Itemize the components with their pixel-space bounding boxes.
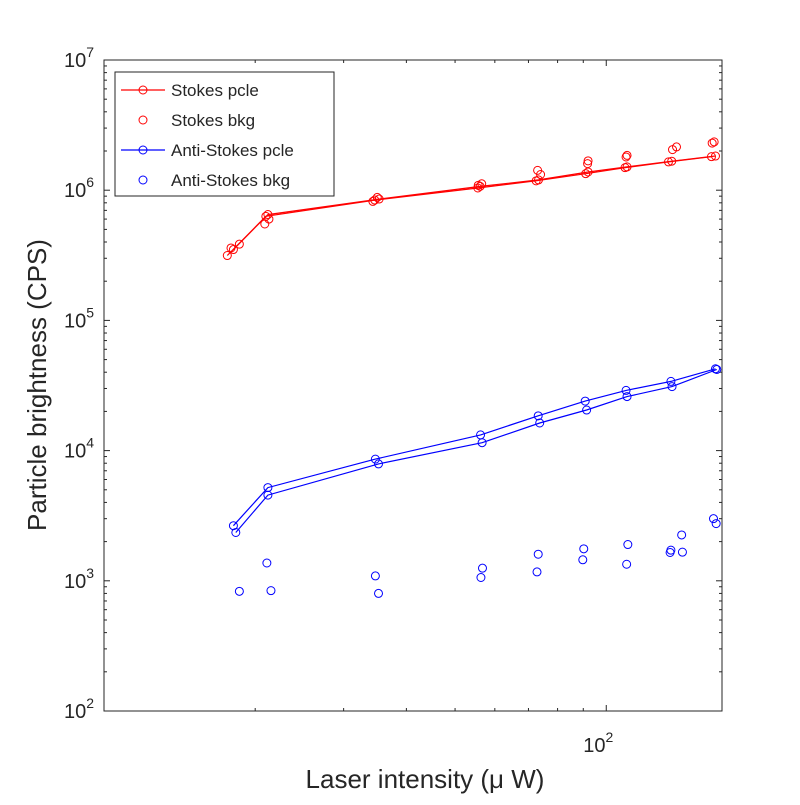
x-axis-label: Laser intensity (μ W)	[306, 764, 545, 794]
y-tick-label: 104	[64, 435, 94, 463]
data-point	[580, 396, 590, 406]
data-point	[622, 150, 632, 160]
data-point	[370, 571, 380, 581]
legend-marker	[138, 85, 148, 95]
series-anti-stokes-pcle	[228, 364, 722, 537]
data-point	[667, 382, 677, 392]
data-point	[667, 156, 677, 166]
data-point	[534, 175, 544, 185]
legend-marker	[138, 175, 148, 185]
data-point	[234, 239, 244, 249]
legend-box	[114, 71, 335, 197]
data-point	[579, 544, 589, 554]
data-marks	[222, 137, 722, 598]
data-point	[228, 245, 238, 255]
legend-label: Anti-Stokes bkg	[171, 171, 290, 190]
y-tick-label: 102	[64, 695, 94, 723]
data-point	[263, 490, 273, 500]
data-point	[477, 438, 487, 448]
data-point	[621, 152, 631, 162]
data-point	[622, 392, 632, 402]
data-point	[234, 586, 244, 596]
series-line	[232, 368, 716, 527]
legend-label: Anti-Stokes pcle	[171, 141, 294, 160]
data-point	[533, 549, 543, 559]
data-point	[707, 138, 717, 148]
data-point	[677, 547, 687, 557]
data-point	[475, 181, 485, 191]
data-point	[477, 563, 487, 573]
data-point	[668, 145, 678, 155]
data-point	[583, 159, 593, 169]
legend-label: Stokes bkg	[171, 111, 255, 130]
data-point	[231, 527, 241, 537]
data-point	[677, 530, 687, 540]
data-point	[374, 194, 384, 204]
y-tick-label: 107	[64, 44, 94, 72]
data-point	[666, 376, 676, 386]
data-point	[712, 364, 722, 374]
series-line	[235, 368, 718, 533]
data-point	[262, 558, 272, 568]
data-point	[266, 586, 276, 596]
x-tick-label: 102	[583, 729, 613, 757]
data-point	[621, 385, 631, 395]
data-point	[473, 180, 483, 190]
data-point	[582, 405, 592, 415]
data-point	[264, 214, 274, 224]
data-point	[368, 196, 378, 206]
data-point	[374, 459, 384, 469]
series-stokes-bkg	[226, 137, 719, 253]
legend-label: Stokes pcle	[171, 81, 259, 100]
data-point	[710, 364, 720, 374]
data-point	[666, 545, 676, 555]
data-point	[622, 162, 632, 172]
data-point	[623, 540, 633, 550]
data-point	[711, 519, 721, 529]
data-point	[263, 210, 273, 220]
legend: Stokes pcle Stokes bkg Anti-Stokes pcle Ant…	[114, 71, 335, 197]
data-point	[709, 137, 719, 147]
series-anti-stokes-bkg	[234, 514, 721, 598]
data-point	[374, 588, 384, 598]
series-line	[232, 155, 716, 251]
y-tick-label: 103	[64, 565, 94, 593]
data-point	[708, 514, 718, 524]
y-tick-label: 105	[64, 304, 94, 332]
data-point	[536, 170, 546, 180]
data-point	[535, 418, 545, 428]
data-point	[532, 567, 542, 577]
data-point	[228, 521, 238, 531]
legend-marker	[138, 115, 148, 125]
data-point	[622, 559, 632, 569]
data-point	[222, 251, 232, 261]
data-point	[578, 555, 588, 565]
data-point	[370, 454, 380, 464]
axis-ticks: 102 103 104 105 106 107 102	[64, 44, 722, 757]
data-point	[476, 573, 486, 583]
data-point	[710, 151, 720, 161]
y-axis-label: Particle brightness (CPS)	[22, 239, 52, 531]
legend-marker	[138, 145, 148, 155]
data-point	[533, 411, 543, 421]
plot-frame	[103, 59, 723, 712]
data-point	[226, 243, 236, 253]
y-tick-label: 106	[64, 174, 94, 202]
data-point	[581, 169, 591, 179]
